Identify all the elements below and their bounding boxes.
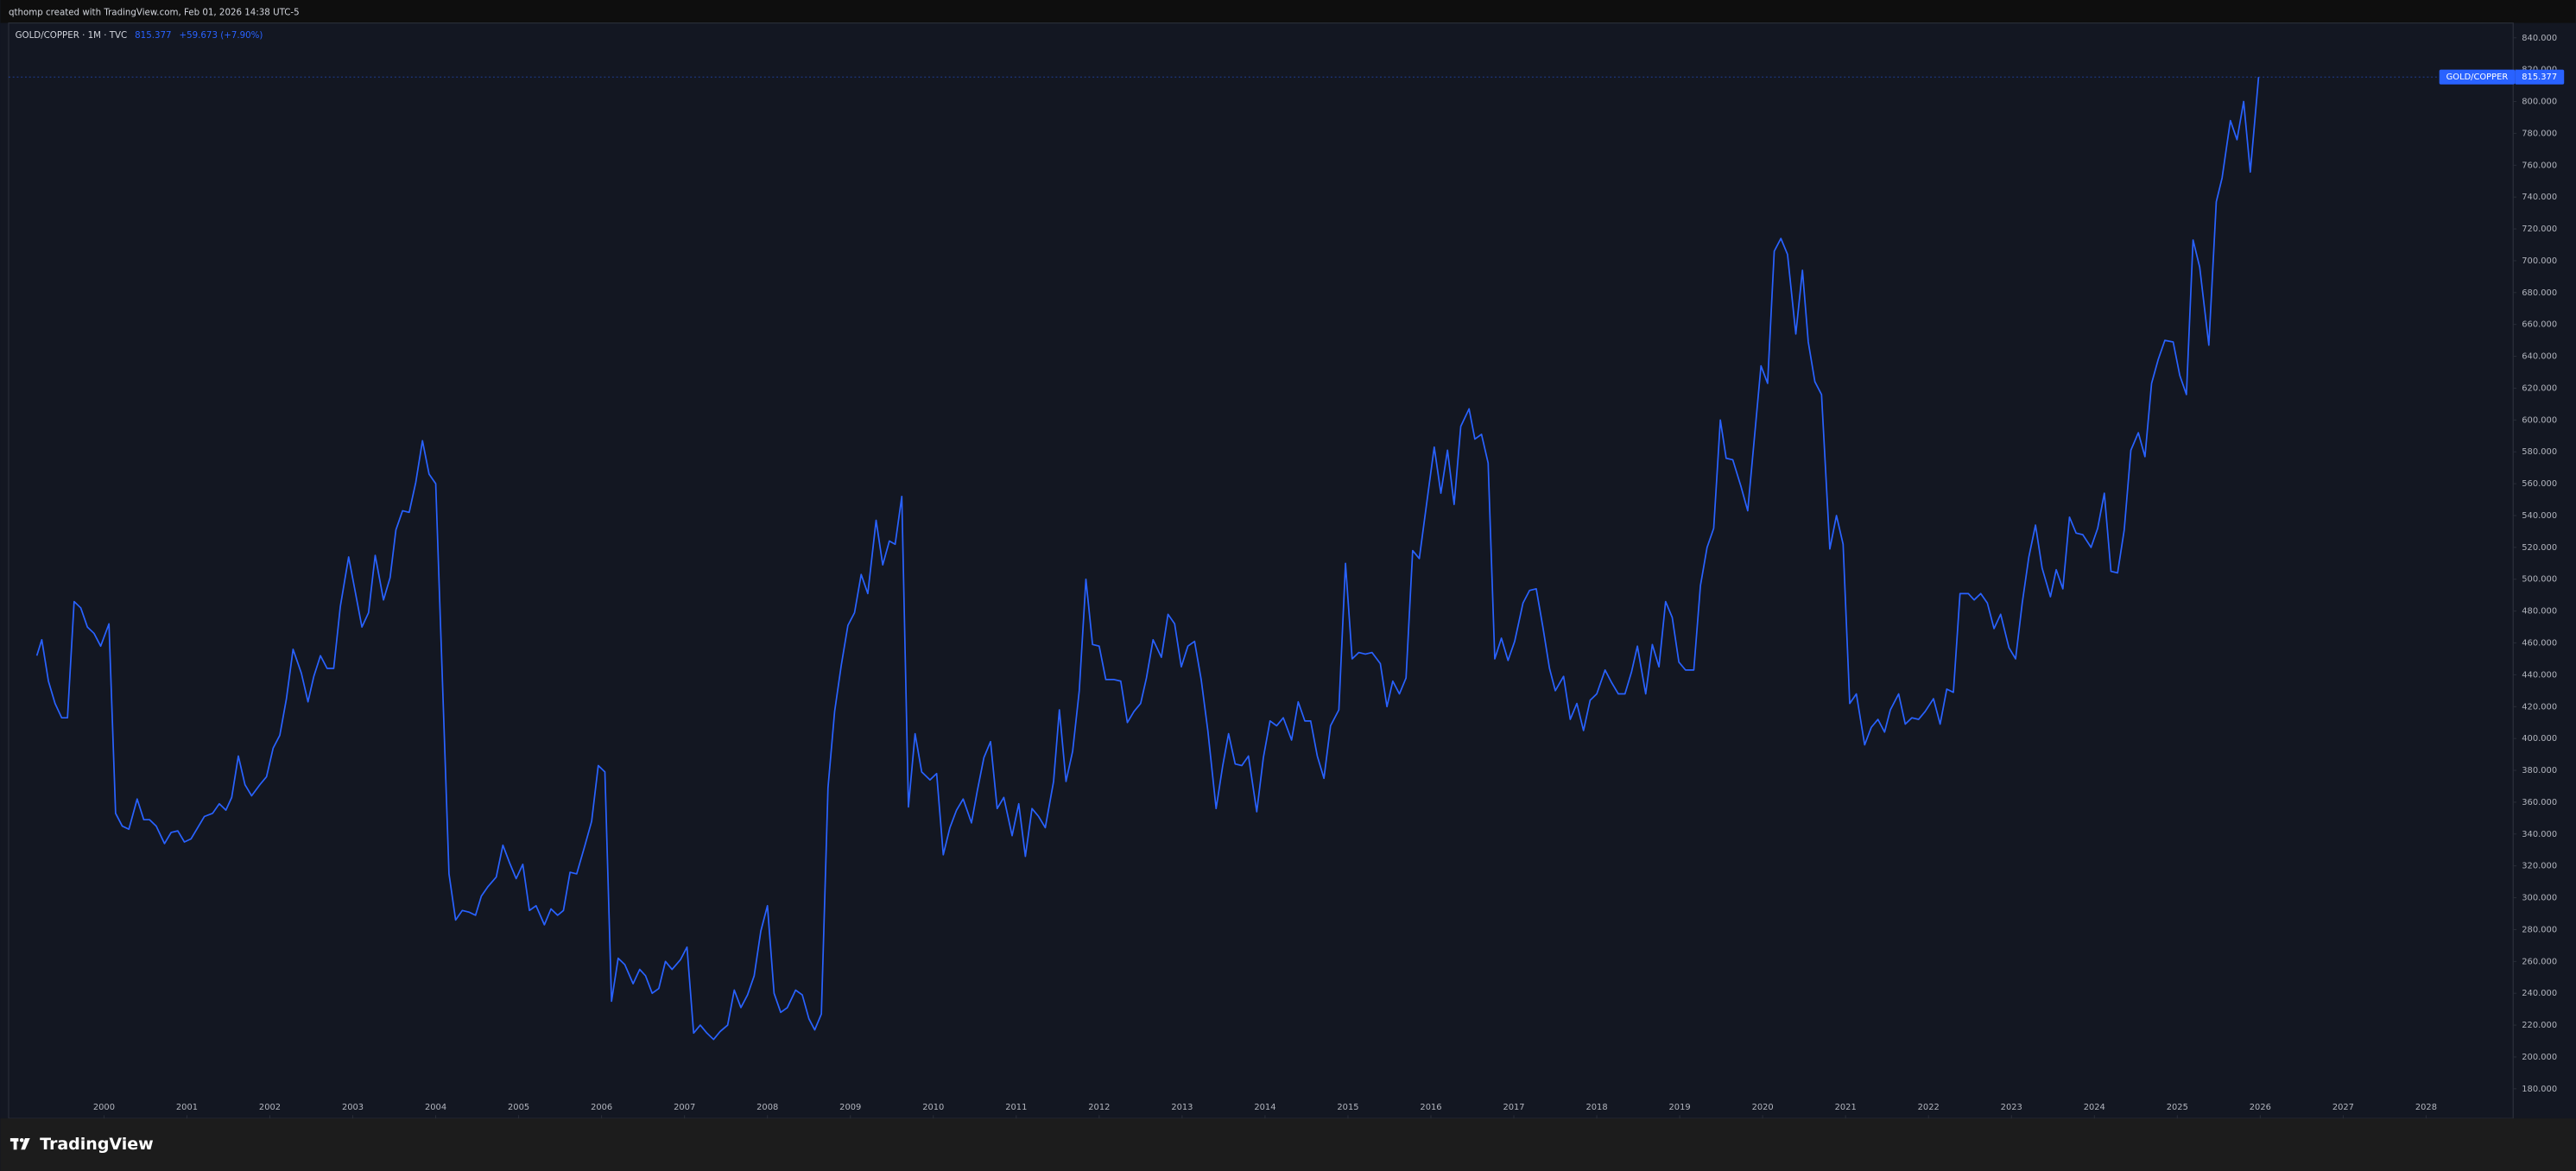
legend-change: +59.673 (+7.90%) (180, 30, 263, 41)
y-tick-label: 420.000 (2522, 702, 2557, 712)
y-tick-label: 560.000 (2522, 479, 2557, 489)
y-tick-label: 220.000 (2522, 1021, 2557, 1030)
x-tick-label: 2014 (1254, 1103, 1275, 1112)
x-tick-label: 2020 (1752, 1103, 1774, 1112)
x-tick-label: 2023 (2001, 1103, 2022, 1112)
y-tick-label: 760.000 (2522, 161, 2557, 170)
legend-symbol: GOLD/COPPER · 1M · TVC (16, 30, 128, 41)
price-tag-name-bg (2439, 69, 2516, 85)
price-line (35, 77, 2260, 1041)
x-tick-label: 2013 (1171, 1103, 1193, 1112)
y-tick-label: 720.000 (2522, 225, 2557, 234)
x-tick-label: 2007 (674, 1103, 695, 1112)
y-tick-label: 700.000 (2522, 256, 2557, 266)
x-tick-label: 2005 (508, 1103, 529, 1112)
x-tick-label: 2001 (176, 1103, 198, 1112)
y-tick-label: 480.000 (2522, 607, 2557, 617)
x-tick-label: 2027 (2332, 1103, 2354, 1112)
y-tick-label: 300.000 (2522, 894, 2557, 903)
x-tick-label: 2000 (93, 1103, 115, 1112)
y-tick-label: 520.000 (2522, 543, 2557, 553)
x-tick-label: 2018 (1585, 1103, 1607, 1112)
price-tag-name: GOLD/COPPER (2446, 73, 2509, 82)
y-tick-label: 360.000 (2522, 798, 2557, 807)
x-tick-label: 2028 (2415, 1103, 2437, 1112)
legend-last: 815.377 (135, 30, 171, 41)
x-tick-label: 2015 (1337, 1103, 1358, 1112)
x-tick-label: 2025 (2167, 1103, 2188, 1112)
y-tick-label: 440.000 (2522, 670, 2557, 680)
x-tick-label: 2009 (839, 1103, 861, 1112)
x-tick-label: 2011 (1005, 1103, 1027, 1112)
price-tag-value-bg (2515, 69, 2565, 85)
y-tick-label: 260.000 (2522, 957, 2557, 966)
y-tick-label: 780.000 (2522, 129, 2557, 138)
header-bar (0, 0, 2576, 23)
y-tick-label: 800.000 (2522, 98, 2557, 107)
y-tick-label: 280.000 (2522, 925, 2557, 934)
price-tag-value: 815.377 (2522, 73, 2557, 82)
x-tick-label: 2026 (2250, 1103, 2271, 1112)
x-tick-label: 2016 (1420, 1103, 1441, 1112)
x-tick-label: 2019 (1669, 1103, 1691, 1112)
x-tick-label: 2017 (1503, 1103, 1524, 1112)
y-tick-label: 680.000 (2522, 288, 2557, 298)
y-tick-label: 400.000 (2522, 734, 2557, 744)
x-tick-label: 2024 (2084, 1103, 2105, 1112)
x-tick-label: 2022 (1918, 1103, 1940, 1112)
y-tick-label: 320.000 (2522, 862, 2557, 871)
y-tick-label: 540.000 (2522, 511, 2557, 521)
y-tick-label: 380.000 (2522, 766, 2557, 775)
x-tick-label: 2012 (1088, 1103, 1110, 1112)
x-tick-label: 2010 (922, 1103, 944, 1112)
x-tick-label: 2021 (1835, 1103, 1857, 1112)
x-tick-label: 2002 (259, 1103, 281, 1112)
x-tick-label: 2003 (342, 1103, 364, 1112)
header-caption: qthomp created with TradingView.com, Feb… (9, 7, 300, 17)
y-tick-label: 740.000 (2522, 193, 2557, 202)
y-tick-label: 620.000 (2522, 383, 2557, 393)
brand-logo (9, 1137, 30, 1150)
y-tick-label: 200.000 (2522, 1053, 2557, 1062)
chart-bg (0, 22, 2576, 1119)
x-tick-label: 2004 (425, 1103, 446, 1112)
y-tick-label: 240.000 (2522, 989, 2557, 998)
y-tick-label: 580.000 (2522, 447, 2557, 457)
y-tick-label: 660.000 (2522, 320, 2557, 330)
y-tick-label: 500.000 (2522, 575, 2557, 585)
y-tick-label: 180.000 (2522, 1085, 2557, 1094)
brand-name: TradingView (40, 1135, 154, 1154)
x-tick-label: 2008 (756, 1103, 778, 1112)
footer-bar (0, 1118, 2576, 1171)
x-tick-label: 2006 (591, 1103, 612, 1112)
legend: GOLD/COPPER · 1M · TVC 815.377 +59.673 (… (16, 30, 263, 41)
y-tick-label: 340.000 (2522, 830, 2557, 839)
y-tick-label: 600.000 (2522, 415, 2557, 425)
y-tick-label: 640.000 (2522, 352, 2557, 362)
y-tick-label: 460.000 (2522, 639, 2557, 649)
y-tick-label: 840.000 (2522, 34, 2557, 43)
